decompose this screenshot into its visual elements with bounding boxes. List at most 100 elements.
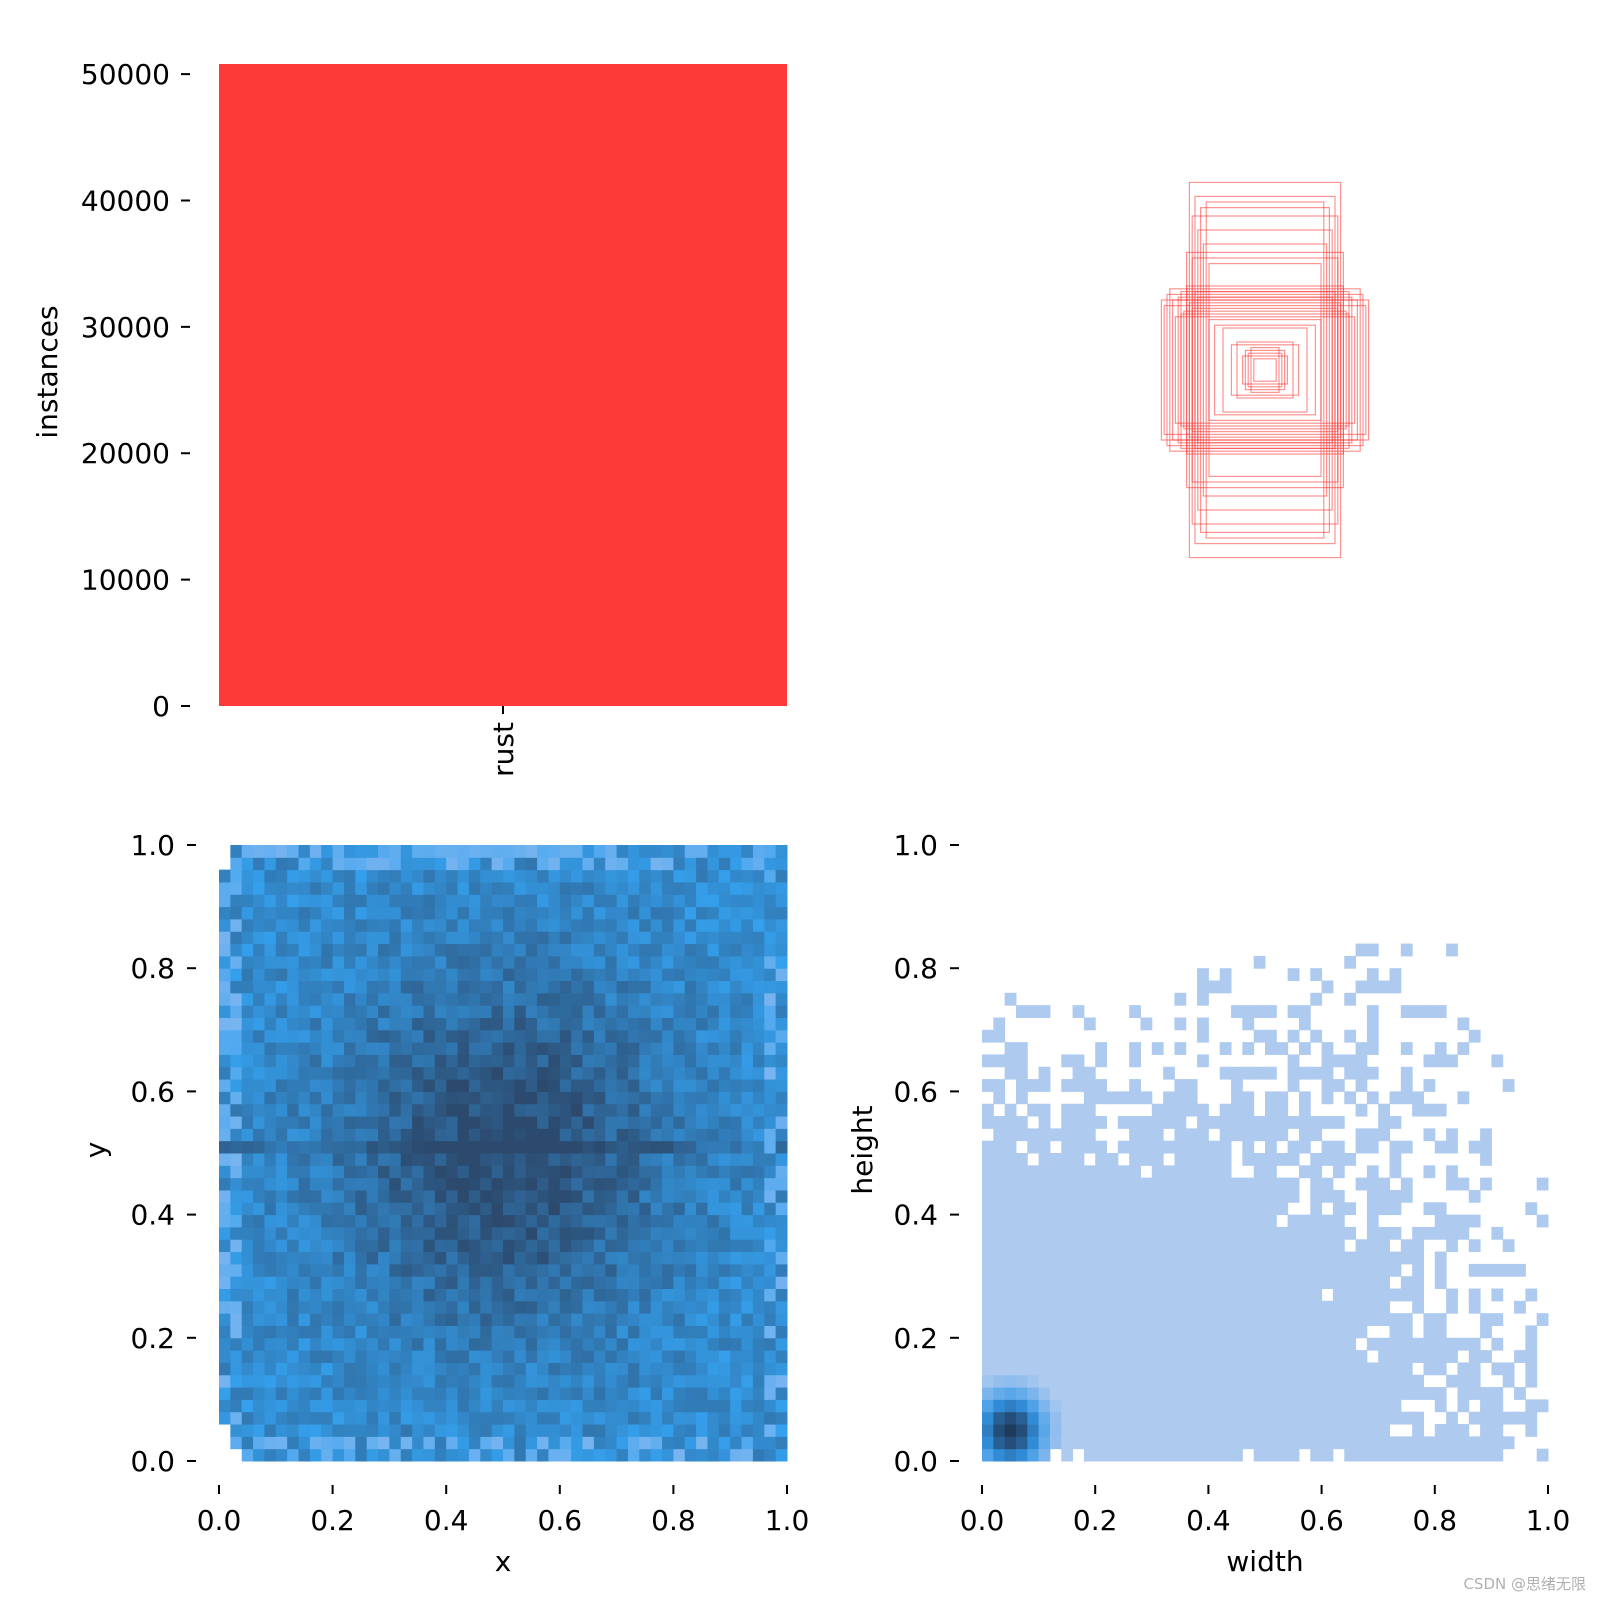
xy-heatmap-cell	[480, 1374, 493, 1388]
wh-heatmap-cell	[1174, 1140, 1187, 1154]
xy-heatmap-cell	[537, 869, 549, 883]
xy-heatmap-cell	[639, 1350, 652, 1363]
xy-heatmap-cell	[446, 1325, 459, 1339]
wh-heatmap-cell	[1117, 1116, 1130, 1129]
xy-heatmap-cell	[684, 1042, 697, 1055]
xy-heatmap-cell	[468, 1350, 481, 1363]
wh-heatmap-cell	[1310, 1350, 1323, 1363]
xy-heatmap-cell	[468, 1251, 481, 1265]
wh-heatmap-cell	[1038, 1337, 1051, 1351]
xy-heatmap-cell	[775, 1054, 788, 1068]
xy-heatmap-cell	[468, 1165, 481, 1179]
xy-heatmap-cell	[378, 1411, 390, 1425]
wh-heatmap-cell	[1321, 1079, 1334, 1092]
xy-heatmap-cell	[514, 1153, 527, 1166]
xy-heatmap-cell	[298, 1251, 311, 1265]
wh-heatmap-cell	[1321, 1337, 1334, 1351]
xy-heatmap-cell	[718, 1300, 731, 1314]
xy-heatmap-cell	[321, 1448, 334, 1462]
xy-heatmap-cell	[730, 869, 743, 883]
xy-heatmap-cell	[775, 980, 788, 994]
wh-heatmap-cell	[982, 1300, 994, 1314]
wh-heatmap-cell	[1061, 1251, 1074, 1265]
xy-heatmap-cell	[593, 1066, 606, 1080]
xy-heatmap-cell	[537, 1313, 549, 1326]
xy-heatmap-cell	[412, 894, 424, 908]
xy-heatmap-cell	[503, 1387, 515, 1400]
wh-heatmap-cell	[1095, 1436, 1108, 1450]
wh-heatmap-cell	[1083, 1017, 1096, 1031]
xy-heatmap-cell	[219, 1214, 231, 1228]
xy-heatmap-cell	[650, 1436, 663, 1450]
wh-heatmap-cell	[1344, 1350, 1357, 1363]
wh-heatmap-cell	[993, 1165, 1006, 1179]
wh-heatmap-cell	[1434, 1399, 1447, 1413]
xy-heatmap-cell	[514, 1140, 527, 1154]
wh-heatmap-cell	[1095, 1325, 1108, 1339]
xy-heatmap-cell	[639, 1239, 652, 1253]
xy-heatmap-cell	[548, 1362, 561, 1376]
xy-heatmap-cell	[321, 857, 334, 871]
wh-heatmap-cell	[1117, 1226, 1130, 1240]
xy-heatmap-cell	[355, 1153, 368, 1166]
xy-heatmap-cell	[298, 943, 311, 957]
wh-heatmap-cell	[1151, 1263, 1164, 1277]
xy-heatmap-cell	[287, 1091, 300, 1105]
wh-heatmap-cell	[1355, 1350, 1368, 1363]
wh-heatmap-cell	[1253, 1239, 1266, 1253]
xy-heatmap-cell	[309, 1189, 322, 1203]
wh-heatmap-cell	[1140, 1387, 1153, 1400]
xy-heatmap-cell	[741, 1042, 754, 1055]
wh-heatmap-cell	[1117, 1276, 1130, 1290]
x-tick-label: 0.4	[1186, 1504, 1231, 1537]
wh-heatmap-cell	[1332, 1214, 1345, 1228]
xy-heatmap-cell	[480, 1017, 493, 1031]
xy-heatmap-cell	[366, 1288, 379, 1302]
xy-heatmap-cell	[434, 955, 447, 969]
xy-heatmap-cell	[650, 1153, 663, 1166]
xy-heatmap-cell	[389, 845, 402, 858]
xy-heatmap-cell	[309, 1239, 322, 1253]
xy-heatmap-cell	[673, 857, 686, 871]
wh-heatmap-cell	[1117, 1374, 1130, 1388]
xy-heatmap-cell	[480, 1054, 493, 1068]
xy-heatmap-cell	[582, 1387, 595, 1400]
xy-heatmap-cell	[275, 1337, 288, 1351]
wh-heatmap-cell	[1106, 1276, 1119, 1290]
wh-heatmap-cell	[993, 1239, 1006, 1253]
wh-heatmap-cell	[1276, 1436, 1289, 1450]
xy-heatmap-cell	[468, 1436, 481, 1450]
xy-heatmap-cell	[321, 1411, 334, 1425]
xy-heatmap-cell	[684, 918, 697, 932]
xy-heatmap-cell	[343, 906, 356, 920]
wh-heatmap-cell	[1457, 1436, 1470, 1450]
wh-heatmap-cell	[1298, 1325, 1311, 1339]
wh-heatmap-cell	[1265, 1313, 1277, 1326]
wh-heatmap-cell	[1185, 1263, 1198, 1277]
xy-heatmap-cell	[434, 894, 447, 908]
wh-heatmap-cell	[1310, 1436, 1323, 1450]
xy-heatmap-cell	[253, 1263, 265, 1277]
xy-heatmap-cell	[355, 1054, 368, 1068]
xy-heatmap-cell	[582, 1128, 595, 1142]
xy-heatmap-cell	[605, 1091, 618, 1105]
xy-heatmap-cell	[775, 869, 788, 883]
xy-heatmap-cell	[605, 1251, 618, 1265]
wh-heatmap-cell	[1378, 1350, 1391, 1363]
xy-heatmap-cell	[468, 1337, 481, 1351]
xy-heatmap-cell	[468, 1189, 481, 1203]
wh-heatmap-cell	[1197, 980, 1209, 994]
xy-heatmap-cell	[343, 1214, 356, 1228]
xy-heatmap-cell	[639, 1079, 652, 1092]
wh-heatmap-cell	[1004, 1411, 1017, 1425]
xy-heatmap-cell	[627, 845, 640, 858]
wh-heatmap-cell	[1446, 1128, 1458, 1142]
xy-heatmap-cell	[593, 1140, 606, 1154]
wh-heatmap-cell	[1129, 1448, 1141, 1462]
xy-heatmap-cell	[491, 1374, 504, 1388]
xy-heatmap-cell	[548, 881, 561, 895]
xy-heatmap-cell	[480, 1189, 493, 1203]
xy-heatmap-cell	[627, 1251, 640, 1265]
xy-heatmap-cell	[298, 968, 311, 982]
xy-heatmap-cell	[434, 1214, 447, 1228]
